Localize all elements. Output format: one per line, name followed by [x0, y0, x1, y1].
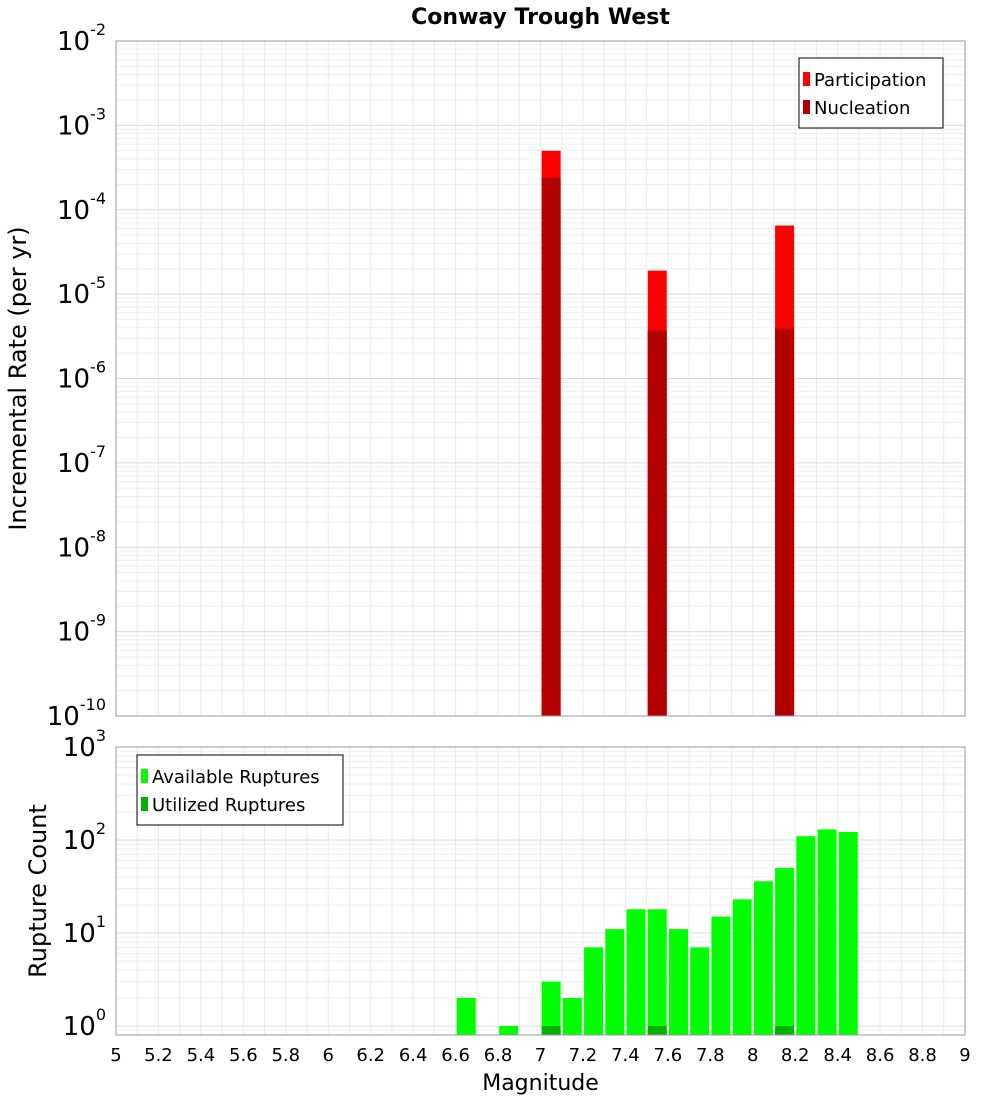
chart-panel-2: 100 101 102 103 Rupture Count 5 5.2 5.4 5.6 5.8 6 6… [24, 726, 971, 1096]
bar [711, 916, 731, 1035]
bar [817, 829, 837, 1035]
legend-label: Nucleation [814, 98, 910, 119]
legend: Participation Nucleation [798, 57, 944, 129]
bar [541, 1025, 561, 1035]
y-tick-label: 103 [63, 726, 106, 763]
y-tick-label: 10-4 [57, 189, 106, 226]
x-tick-label: 8.6 [866, 1045, 895, 1066]
gridlines [115, 40, 966, 717]
y-tick-label: 10-7 [57, 442, 106, 479]
legend-swatch [803, 72, 810, 86]
x-tick-label: 6.4 [399, 1045, 428, 1066]
x-tick-label: 6.2 [356, 1045, 385, 1066]
x-tick-label: 5.2 [144, 1045, 173, 1066]
legend-box [136, 754, 344, 826]
y-tick-label: 10-5 [57, 273, 106, 310]
bar [562, 997, 582, 1035]
x-tick-label: 5 [110, 1045, 121, 1066]
x-tick-label: 8.8 [908, 1045, 937, 1066]
legend-box [798, 57, 944, 129]
bar [775, 1025, 795, 1035]
bar [668, 929, 688, 1035]
y-tick-label: 101 [63, 912, 106, 949]
legend: Available Ruptures Utilized Ruptures [136, 754, 344, 826]
x-tick-label: 6.8 [484, 1045, 513, 1066]
bar [647, 1025, 667, 1035]
x-tick-label: 9 [959, 1045, 970, 1066]
y-axis-label: Incremental Rate (per yr) [4, 226, 32, 530]
bar [626, 909, 646, 1035]
y-tick-label: 100 [63, 1005, 106, 1042]
x-tick-label: 5.6 [229, 1045, 258, 1066]
bar [647, 330, 667, 716]
y-tick-label: 102 [63, 819, 106, 856]
x-tick-label: 8.4 [823, 1045, 852, 1066]
bar [541, 981, 561, 1035]
bar [541, 177, 561, 716]
legend-label: Participation [814, 70, 926, 91]
bar [647, 909, 667, 1035]
y-tick-label: 10-3 [57, 104, 106, 141]
x-tick-label: 5.4 [187, 1045, 216, 1066]
x-tick-label: 7.8 [696, 1045, 725, 1066]
bar [605, 929, 625, 1035]
bar [456, 997, 476, 1035]
series-2 [541, 177, 795, 716]
y-tick-label: 10-2 [57, 20, 106, 57]
bar [499, 1025, 519, 1035]
legend-swatch [141, 769, 148, 783]
bar [584, 947, 604, 1035]
x-tick-label: 7.6 [654, 1045, 683, 1066]
y-tick-label: 10-8 [57, 526, 106, 563]
x-tick-label: 8 [747, 1045, 758, 1066]
x-axis-label: Magnitude [482, 1071, 599, 1096]
y-tick-label: 10-9 [57, 611, 106, 648]
x-tick-label: 6.6 [441, 1045, 470, 1066]
bar [775, 867, 795, 1035]
x-tick-label: 8.2 [781, 1045, 810, 1066]
bar [732, 899, 752, 1035]
bar [796, 836, 816, 1035]
x-tick-label: 7 [535, 1045, 546, 1066]
legend-swatch [803, 100, 810, 114]
y-axis-label: Rupture Count [24, 804, 52, 978]
bar [690, 947, 710, 1035]
plot-border [115, 40, 966, 717]
bar [838, 831, 858, 1035]
x-tick-label: 7.2 [569, 1045, 598, 1066]
x-tick-label: 5.8 [271, 1045, 300, 1066]
chart-title: Conway Trough West [411, 5, 670, 30]
bar [775, 328, 795, 716]
legend-label: Utilized Ruptures [152, 795, 305, 816]
y-tick-label: 10-6 [57, 358, 106, 395]
series-1 [456, 829, 858, 1035]
series-2 [541, 1025, 795, 1035]
plot-border [115, 746, 966, 1036]
x-tick-label: 7.4 [611, 1045, 640, 1066]
chart-panel-1: 10-10 10-9 10-8 10-7 10-6 10-5 10-4 10-3 10-2 Inc… [4, 5, 966, 732]
legend-label: Available Ruptures [152, 767, 320, 788]
legend-swatch [141, 797, 148, 811]
bar [753, 881, 773, 1035]
y-tick-label: 10-10 [47, 695, 106, 732]
x-tick-label: 6 [323, 1045, 334, 1066]
